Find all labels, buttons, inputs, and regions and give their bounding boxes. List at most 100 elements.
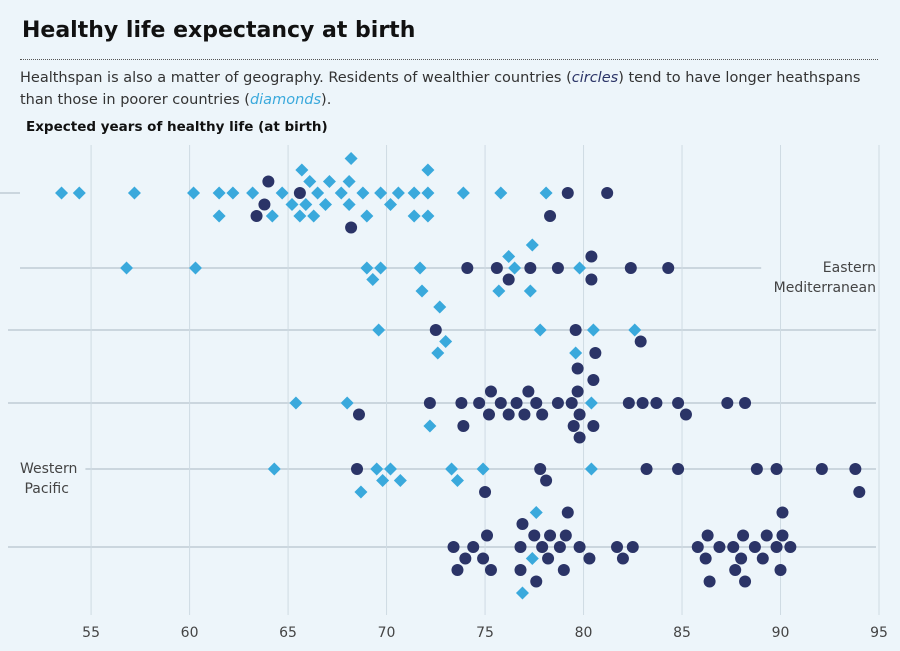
country-circle bbox=[258, 198, 271, 211]
country-circle bbox=[748, 541, 761, 553]
axis-label: Expected years of healthy life (at birth… bbox=[26, 119, 328, 135]
country-diamond bbox=[275, 186, 289, 200]
country-circle bbox=[516, 518, 529, 530]
subtitle-text: Healthspan is also a matter of geography… bbox=[20, 70, 572, 86]
country-diamond bbox=[55, 186, 69, 200]
country-circle bbox=[691, 541, 704, 553]
country-circle bbox=[587, 374, 600, 386]
country-circle bbox=[522, 385, 535, 398]
country-circle bbox=[636, 397, 649, 409]
country-circle bbox=[551, 397, 564, 409]
country-diamond bbox=[318, 198, 332, 211]
country-circle bbox=[561, 187, 574, 199]
country-circle bbox=[557, 564, 570, 576]
country-diamond bbox=[421, 209, 435, 223]
country-diamond bbox=[431, 346, 445, 360]
country-circle bbox=[467, 541, 480, 553]
country-circle bbox=[853, 486, 866, 498]
country-circle bbox=[567, 420, 580, 432]
country-diamond bbox=[445, 462, 459, 476]
country-diamond bbox=[492, 284, 506, 298]
title-rule bbox=[20, 59, 878, 60]
country-diamond bbox=[354, 485, 368, 499]
legend-diamonds: diamonds bbox=[249, 92, 322, 108]
country-circle bbox=[770, 541, 783, 553]
country-diamond bbox=[295, 163, 309, 177]
country-circle bbox=[561, 506, 574, 519]
country-diamond bbox=[415, 284, 429, 298]
country-diamond bbox=[212, 209, 226, 223]
country-circle bbox=[774, 564, 787, 576]
country-circle bbox=[502, 273, 515, 286]
country-diamond bbox=[127, 186, 141, 200]
country-circle bbox=[530, 575, 543, 588]
country-circle bbox=[473, 397, 486, 409]
country-diamond bbox=[439, 335, 453, 348]
country-circle bbox=[611, 541, 624, 553]
country-diamond bbox=[584, 396, 598, 410]
country-circle bbox=[345, 221, 358, 234]
x-tick-label: 80 bbox=[575, 625, 593, 641]
country-circle bbox=[760, 529, 773, 542]
country-circle bbox=[634, 335, 647, 348]
country-diamond bbox=[569, 346, 583, 360]
country-circle bbox=[536, 541, 549, 553]
country-diamond bbox=[360, 209, 374, 223]
country-circle bbox=[482, 408, 495, 421]
country-diamond bbox=[356, 186, 370, 200]
country-diamond bbox=[421, 186, 435, 200]
subtitle: Healthspan is also a matter of geography… bbox=[20, 67, 885, 111]
country-circle bbox=[770, 463, 783, 475]
country-diamond bbox=[265, 209, 279, 223]
country-diamond bbox=[523, 284, 537, 298]
country-circle bbox=[756, 552, 769, 565]
country-circle bbox=[451, 564, 464, 576]
country-circle bbox=[585, 250, 598, 263]
country-diamond bbox=[450, 474, 464, 487]
country-diamond bbox=[628, 323, 642, 337]
row-label: Western Pacific bbox=[20, 461, 77, 497]
country-diamond bbox=[515, 586, 529, 600]
country-diamond bbox=[366, 273, 380, 286]
legend-circles: circles bbox=[571, 70, 619, 86]
country-circle bbox=[699, 552, 712, 565]
country-circle bbox=[573, 541, 586, 553]
country-diamond bbox=[374, 261, 388, 275]
country-circle bbox=[429, 324, 442, 336]
country-circle bbox=[701, 529, 714, 542]
country-circle bbox=[739, 397, 752, 409]
country-circle bbox=[457, 420, 470, 432]
country-circle bbox=[510, 397, 523, 409]
country-diamond bbox=[299, 198, 313, 211]
country-diamond bbox=[383, 198, 397, 211]
country-circle bbox=[479, 486, 492, 498]
country-diamond bbox=[289, 396, 303, 410]
country-circle bbox=[624, 262, 637, 274]
country-circle bbox=[626, 541, 639, 553]
country-diamond bbox=[539, 186, 553, 200]
country-diamond bbox=[303, 175, 317, 188]
country-circle bbox=[494, 397, 507, 409]
country-diamond bbox=[525, 552, 539, 565]
country-circle bbox=[484, 564, 497, 576]
country-circle bbox=[565, 397, 578, 409]
country-circle bbox=[737, 529, 750, 542]
country-diamond bbox=[393, 474, 407, 487]
country-diamond bbox=[188, 261, 202, 275]
country-diamond bbox=[374, 186, 388, 200]
country-circle bbox=[352, 408, 365, 421]
x-tick-label: 70 bbox=[378, 625, 396, 641]
x-tick-label: 60 bbox=[181, 625, 199, 641]
country-diamond bbox=[72, 186, 86, 200]
country-circle bbox=[250, 210, 263, 222]
x-tick-label: 85 bbox=[673, 625, 691, 641]
chart-title: Healthy life expectancy at birth bbox=[22, 18, 416, 43]
country-circle bbox=[518, 408, 531, 421]
x-tick-label: 65 bbox=[279, 625, 297, 641]
country-circle bbox=[739, 575, 752, 588]
country-circle bbox=[616, 552, 629, 565]
country-circle bbox=[815, 463, 828, 475]
country-circle bbox=[544, 529, 557, 542]
country-circle bbox=[703, 575, 716, 588]
country-circle bbox=[536, 408, 549, 421]
